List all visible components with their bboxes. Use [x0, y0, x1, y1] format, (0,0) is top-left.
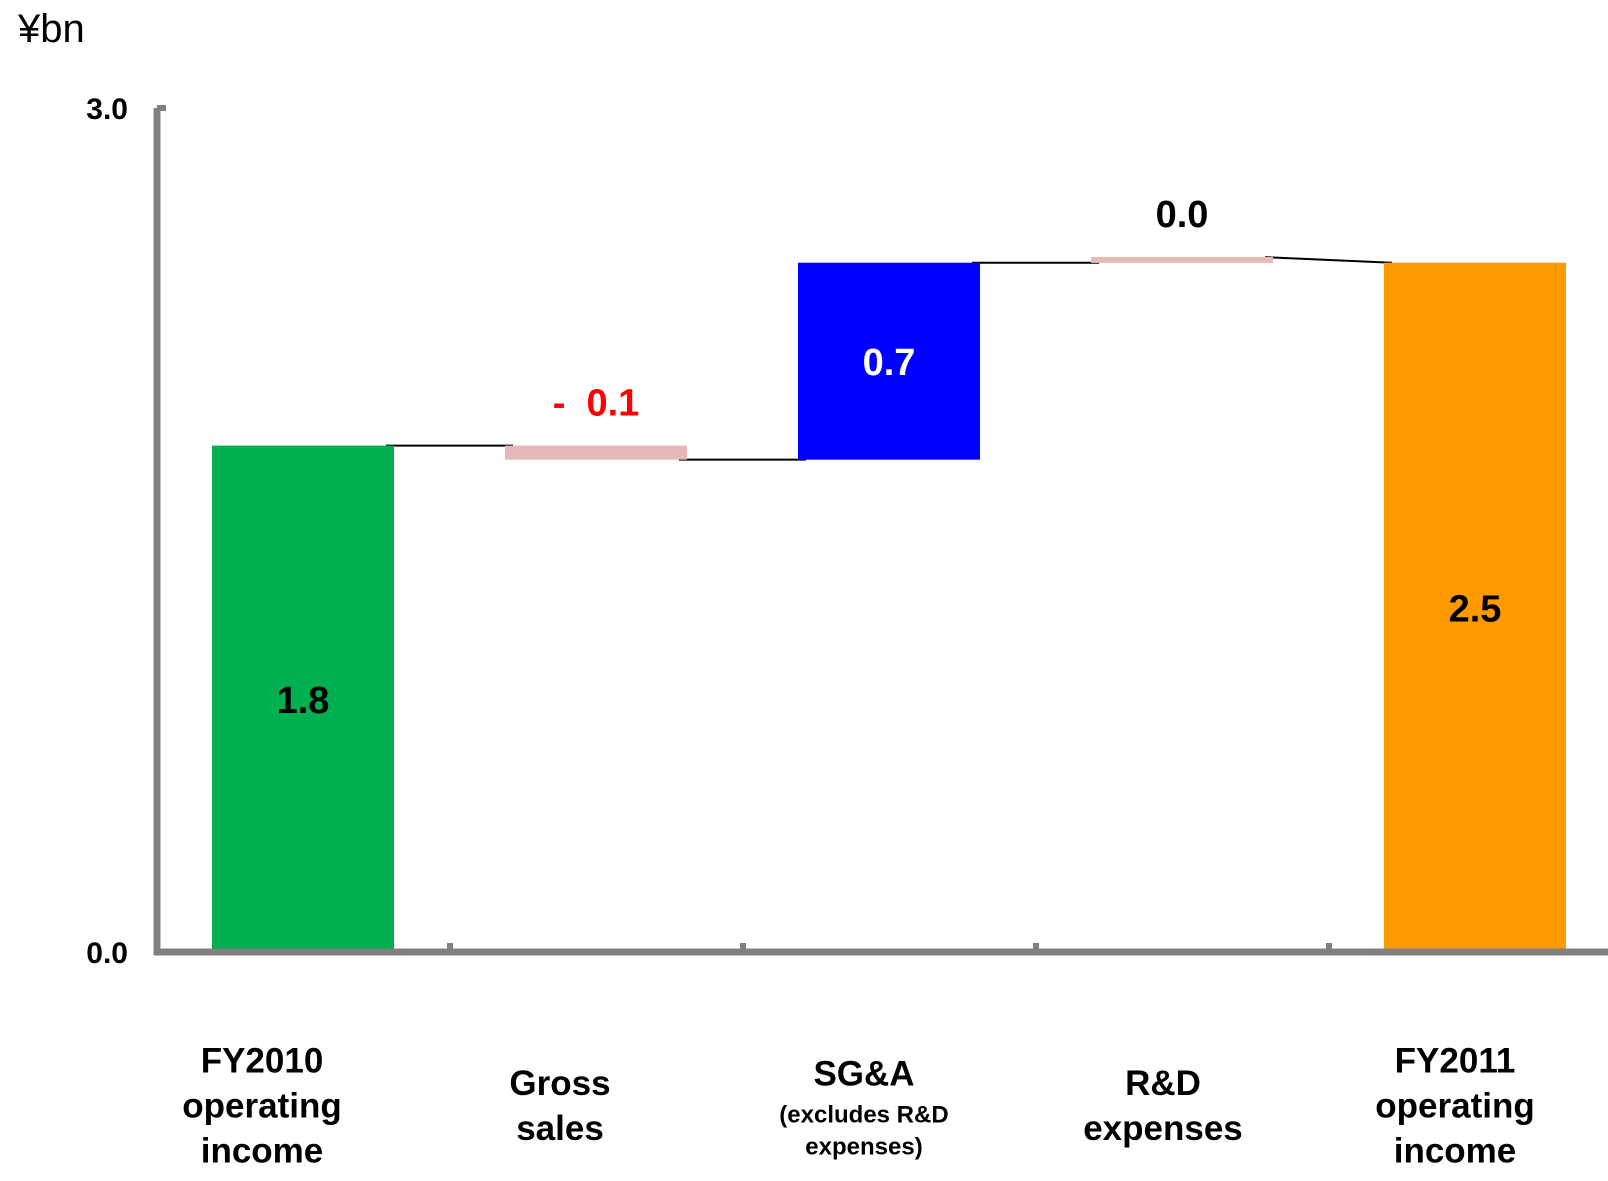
- data-label-3: 0.0: [1156, 194, 1209, 236]
- category-label-3-line-1: expenses: [1083, 1109, 1243, 1148]
- category-label-0-line-0: FY2010: [201, 1042, 324, 1081]
- category-label-4-line-1: operating: [1375, 1087, 1534, 1126]
- category-label-0-line-2: income: [201, 1132, 324, 1171]
- y-tick-label-0: 3.0: [86, 93, 128, 126]
- y-axis-unit-label: ¥bn: [17, 7, 85, 51]
- bar-4: [1384, 262, 1566, 952]
- category-label-4-line-2: income: [1394, 1132, 1517, 1171]
- y-tick-label-1: 0.0: [86, 937, 128, 970]
- data-labels: 1.8 - 0.1 0.7 0.0 2.5: [277, 194, 1502, 722]
- category-label-0-line-1: operating: [182, 1087, 341, 1126]
- category-labels: FY2010 operating income Gross sales SG&A (excl…: [182, 1042, 1534, 1171]
- category-label-1-line-1: sales: [516, 1109, 604, 1148]
- data-label-1: - 0.1: [553, 383, 640, 425]
- bar-3: [1091, 256, 1273, 263]
- category-label-2-sub-0: (excludes R&D: [779, 1102, 948, 1129]
- y-tick-labels: 3.0 0.0: [86, 93, 128, 970]
- bar-0: [212, 445, 394, 952]
- connector-line-3: [1264, 256, 1393, 264]
- category-label-2-line-0: SG&A: [813, 1055, 914, 1094]
- bar-1: [505, 445, 687, 460]
- data-label-4: 2.5: [1449, 588, 1502, 630]
- data-label-0: 1.8: [277, 680, 330, 722]
- category-label-1-line-0: Gross: [509, 1064, 610, 1103]
- category-label-4-line-0: FY2011: [1395, 1042, 1516, 1081]
- data-label-2: 0.7: [863, 342, 916, 384]
- axes: [153, 105, 1608, 956]
- bar-2: [798, 262, 980, 460]
- category-label-3-line-0: R&D: [1125, 1064, 1201, 1103]
- connector-lines: [386, 256, 1393, 461]
- bar-series: [212, 256, 1566, 952]
- category-label-2-sub-1: expenses): [805, 1134, 922, 1161]
